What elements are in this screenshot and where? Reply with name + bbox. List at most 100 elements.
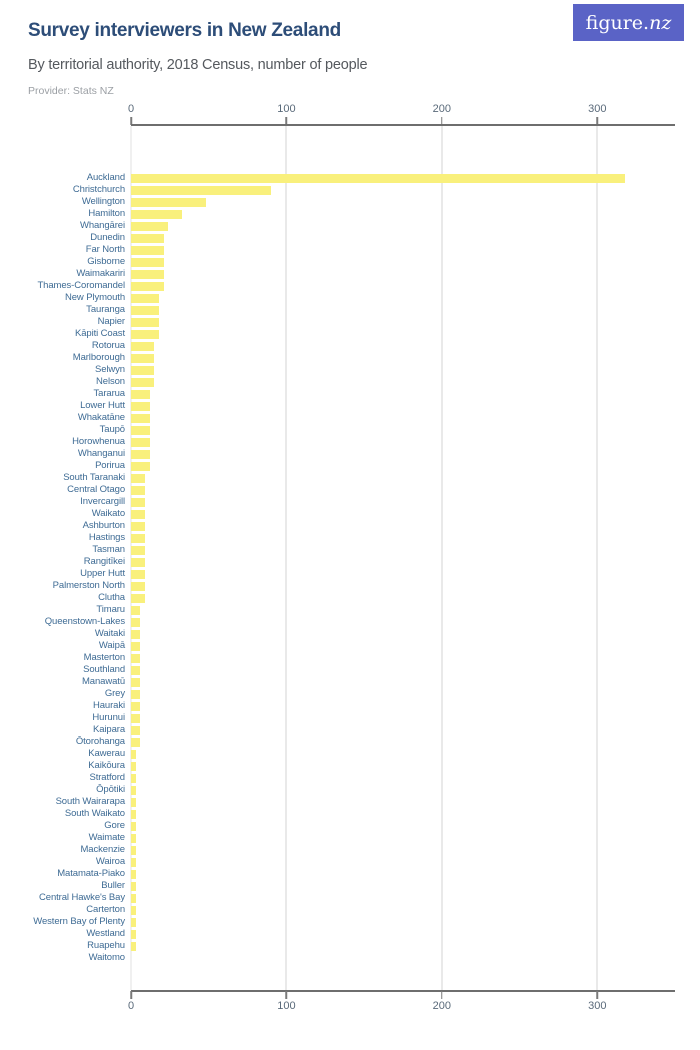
chart-row: Kaikōura: [0, 760, 700, 772]
category-label: Upper Hutt: [80, 568, 125, 579]
bar-area: [131, 616, 675, 628]
chart-row: Hurunui: [0, 712, 700, 724]
page-title: Survey interviewers in New Zealand: [28, 20, 341, 41]
category-label: Westland: [86, 928, 125, 939]
category-label: Central Otago: [67, 484, 125, 495]
category-label: Tauranga: [86, 304, 125, 315]
bar: [131, 941, 136, 951]
bar: [131, 377, 155, 387]
bar-area: [131, 400, 675, 412]
bar: [131, 737, 141, 747]
category-label: Whanganui: [77, 448, 125, 459]
category-label: South Wairarapa: [55, 796, 126, 807]
bar-area: [131, 916, 675, 928]
bar-area: [131, 952, 675, 964]
category-label: Manawatū: [81, 676, 125, 687]
axis-tick-mark: [130, 991, 132, 999]
category-label: Nelson: [96, 376, 125, 387]
bar-area: [131, 280, 675, 292]
bar-area: [131, 592, 675, 604]
chart-row: Waipā: [0, 640, 700, 652]
bar: [131, 545, 145, 555]
bar: [131, 401, 150, 411]
bar-area: [131, 904, 675, 916]
chart-row: Christchurch: [0, 184, 700, 196]
bar: [131, 905, 136, 915]
chart-row: Carterton: [0, 904, 700, 916]
category-label: Hamilton: [88, 208, 125, 219]
bar: [131, 701, 141, 711]
chart-row: Tararua: [0, 388, 700, 400]
bar: [131, 509, 145, 519]
chart-row: Upper Hutt: [0, 568, 700, 580]
bar-area: [131, 712, 675, 724]
bar-area: [131, 292, 675, 304]
category-label: Dunedin: [90, 232, 125, 243]
bar-area: [131, 424, 675, 436]
category-label: Timaru: [96, 604, 125, 615]
bar: [131, 521, 145, 531]
bar-area: [131, 772, 675, 784]
bar-area: [131, 628, 675, 640]
bar-area: [131, 484, 675, 496]
axis-tick-label: 300: [588, 103, 607, 115]
bar: [131, 749, 136, 759]
bar: [131, 653, 141, 663]
bar: [131, 497, 145, 507]
category-label: Wairoa: [95, 856, 125, 867]
chart-row: Whakatāne: [0, 412, 700, 424]
category-label: Lower Hutt: [80, 400, 125, 411]
logo-text: figure.: [585, 11, 650, 34]
chart-row: South Wairarapa: [0, 796, 700, 808]
bar: [131, 809, 136, 819]
bar-area: [131, 688, 675, 700]
bar-area: [131, 796, 675, 808]
bar: [131, 713, 141, 723]
bar-area: [131, 580, 675, 592]
bar-area: [131, 940, 675, 952]
chart-row: Rotorua: [0, 340, 700, 352]
category-label: Stratford: [89, 772, 125, 783]
bar: [131, 725, 141, 735]
chart-row: Hastings: [0, 532, 700, 544]
bar-area: [131, 844, 675, 856]
bar: [131, 305, 159, 315]
bar-area: [131, 508, 675, 520]
bar: [131, 929, 136, 939]
bar-area: [131, 676, 675, 688]
chart-row: Ōpōtiki: [0, 784, 700, 796]
bar: [131, 257, 164, 267]
axis-tick-label: 100: [277, 1000, 296, 1012]
category-label: Waimakariri: [76, 268, 125, 279]
category-label: Taupō: [99, 424, 125, 435]
category-label: Waikato: [91, 508, 125, 519]
bar-area: [131, 352, 675, 364]
figure-nz-logo[interactable]: figure. nz: [573, 4, 684, 41]
category-label: Wellington: [81, 196, 125, 207]
chart-row: Rangitīkei: [0, 556, 700, 568]
bar-area: [131, 892, 675, 904]
axis-tick-mark: [285, 117, 288, 125]
category-label: Auckland: [86, 172, 125, 183]
bar: [131, 773, 136, 783]
bar-area: [131, 532, 675, 544]
category-label: Kāpiti Coast: [74, 328, 125, 339]
chart-row: Gisborne: [0, 256, 700, 268]
category-label: Napier: [97, 316, 125, 327]
bar: [131, 389, 150, 399]
chart-row: Kāpiti Coast: [0, 328, 700, 340]
chart-row: Whanganui: [0, 448, 700, 460]
bar: [131, 365, 155, 375]
bar: [131, 245, 164, 255]
chart-row: Porirua: [0, 460, 700, 472]
bar: [131, 581, 145, 591]
bar: [131, 857, 136, 867]
category-label: Marlborough: [72, 352, 125, 363]
chart-row: Clutha: [0, 592, 700, 604]
bar-area: [131, 520, 675, 532]
bar: [131, 317, 159, 327]
bar: [131, 461, 150, 471]
chart-row: Tauranga: [0, 304, 700, 316]
bar-area: [131, 724, 675, 736]
